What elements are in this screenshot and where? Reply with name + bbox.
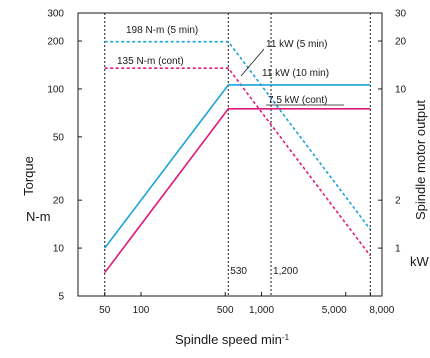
x-tick-label-4: 5,000 (322, 305, 347, 316)
y-right-tick-label-1: 2 (395, 196, 401, 207)
x-axis-title: Spindle speed min-1 (175, 332, 290, 347)
annotations: 198 N-m (5 min) 135 N-m (cont) 11 kW (5 mi… (117, 25, 344, 106)
y-left-tick-label-5: 200 (47, 37, 64, 48)
annotation-4: 7.5 kW (cont) (268, 95, 327, 106)
x-tick-label-2: 500 (217, 305, 234, 316)
series-line-2 (104, 84, 371, 249)
y-right-tick-label-2: 10 (395, 84, 407, 95)
x-tick-label-5: 8,000 (369, 305, 394, 316)
series-lines (104, 40, 371, 274)
annotation-0: 198 N-m (5 min) (126, 25, 198, 36)
y-left-tick-label-6: 300 (47, 9, 64, 20)
y-right-tick-label-4: 30 (395, 9, 407, 20)
series-line-0 (104, 40, 371, 230)
annotation-3: 11 kW (10 min) (262, 68, 329, 79)
x-tick-label-0: 50 (99, 305, 111, 316)
y-left-tick-label-3: 50 (53, 132, 65, 143)
annotation-leader-0 (240, 48, 265, 77)
vline-label-2: 1,200 (273, 266, 298, 277)
y-left-tick-label-1: 10 (53, 244, 65, 255)
y-right-tick-label-0: 1 (395, 244, 401, 255)
y-left-tick-label-2: 20 (53, 196, 65, 207)
series-line-1 (104, 67, 371, 257)
y-left-tick-label-0: 5 (58, 292, 64, 303)
y-right-tick-label-3: 20 (395, 37, 407, 48)
x-tick-label-1: 100 (133, 305, 150, 316)
y-left-tick-label-4: 100 (47, 84, 64, 95)
y-right-axis-unit: kW (410, 254, 430, 269)
plot-frame (77, 12, 383, 297)
annotation-1: 135 N-m (cont) (117, 56, 184, 67)
reference-lines: 530 1,200 (104, 13, 371, 296)
vline-label-1: 530 (230, 266, 247, 277)
y-left-axis-title: Torque (21, 156, 36, 196)
y-right-axis-title: Spindle motor output (413, 100, 428, 220)
y-left-axis-unit: N-m (26, 209, 51, 224)
annotation-2: 11 kW (5 min) (266, 39, 328, 50)
series-line-3 (104, 108, 371, 274)
axis-ticks: 50 100 500 1,000 5,000 8,000 5 10 20 50 100 200 300 1… (47, 9, 406, 317)
x-tick-label-3: 1,000 (249, 305, 274, 316)
